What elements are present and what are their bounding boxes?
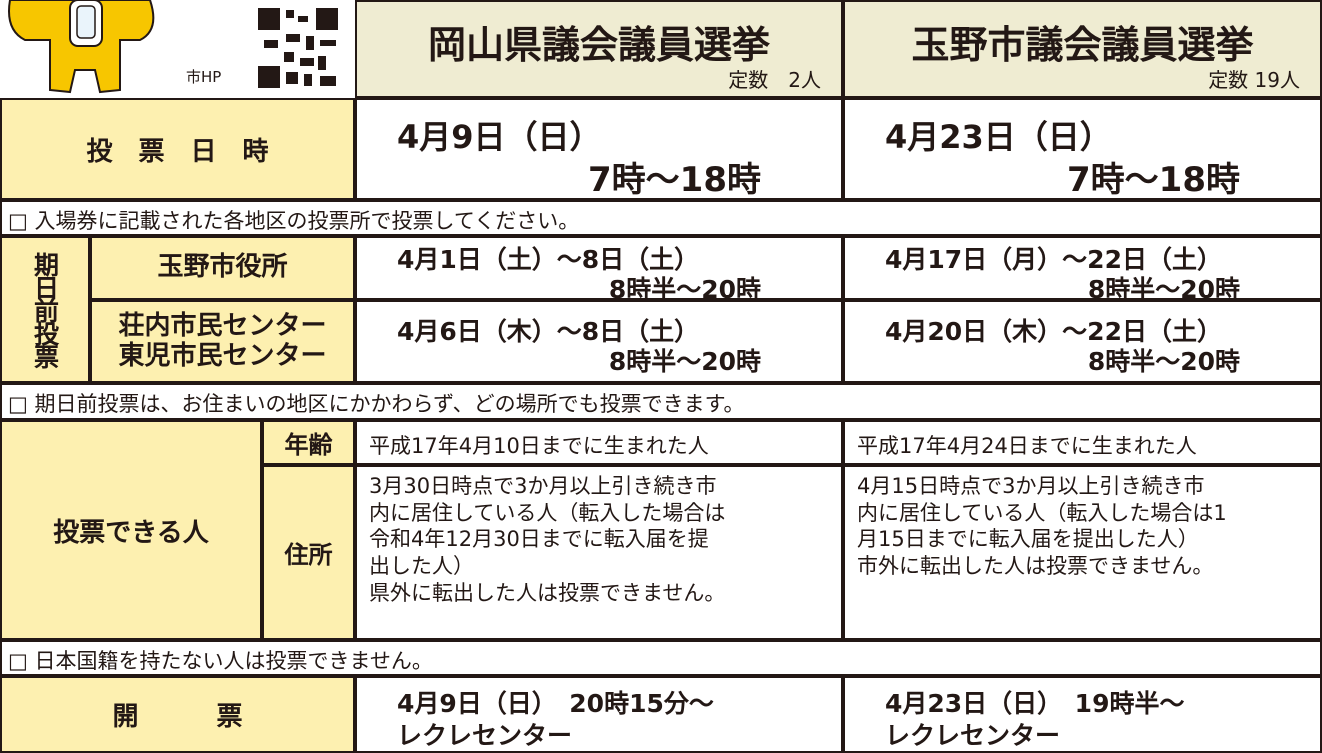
early-cell: 4月20日（木）〜22日（土） 8時半〜20時 — [843, 300, 1322, 383]
address-line: 月15日までに転入届を提出した人） — [857, 527, 1199, 552]
date: 4月9日（日） — [397, 118, 602, 156]
time: 8時半〜20時 — [608, 347, 761, 376]
age-cell: 平成17年4月24日までに生まれた人 — [843, 420, 1322, 465]
time: 7時〜18時 — [588, 160, 761, 200]
address-line: 4月15日時点で3か月以上引き続き市 — [857, 474, 1205, 498]
address-line: 3月30日時点で3か月以上引き続き市 — [369, 474, 717, 498]
date: 4月20日（木）〜22日（土） — [885, 317, 1222, 346]
place-name: 荘内市民センター — [118, 310, 327, 341]
row-label: 開 票 — [112, 702, 243, 732]
count-cell: 4月23日（日） 19時半〜 レクレセンター — [843, 676, 1322, 753]
address-line: 内に居住している人（転入した場合は1 — [857, 500, 1227, 525]
note: □ 入場券に記載された各地区の投票所で投票してください。 — [8, 209, 580, 233]
note-row: □ 期日前投票は、お住まいの地区にかかわらず、どの場所でも投票できます。 — [0, 383, 1322, 420]
sub-label: 住所 — [284, 541, 333, 569]
label-cell: 年齢 — [262, 420, 355, 465]
address-line: 出した人） — [369, 553, 474, 578]
row-label: 投 票 日 時 — [86, 136, 269, 167]
date-cell: 4月9日（日） 7時〜18時 — [355, 98, 843, 200]
election-title: 玉野市議会議員選挙 — [911, 23, 1254, 67]
election-title: 岡山県議会議員選挙 — [427, 23, 770, 67]
address-text: 4月15日時点で3か月以上引き続き市 内に居住している人（転入した場合は1 月15日… — [857, 473, 1227, 580]
date-cell: 4月23日（日） 7時〜18時 — [843, 98, 1322, 200]
time: 8時半〜20時 — [608, 275, 761, 304]
address-cell: 3月30日時点で3か月以上引き続き市 内に居住している人（転入した場合は 令和4年1… — [355, 465, 843, 640]
date: 4月17日（月）〜22日（土） — [885, 245, 1222, 274]
place-cell: 荘内市民センター 東児市民センター — [90, 300, 355, 383]
place-name: 玉野市役所 — [157, 252, 288, 283]
date: 4月23日（日） — [885, 118, 1112, 156]
note: □ 日本国籍を持たない人は投票できません。 — [8, 649, 433, 673]
count-time: 4月23日（日） 19時半〜 — [885, 689, 1185, 718]
address-line: 県外に転出した人は投票できません。 — [369, 580, 726, 605]
age-text: 平成17年4月10日までに生まれた人 — [369, 434, 709, 458]
hp-label: 市HP — [186, 68, 222, 86]
label-cell: 開 票 — [0, 676, 355, 753]
count-place: レクレセンター — [885, 721, 1061, 750]
seats: 定数 19人 — [1208, 68, 1300, 92]
address-line: 令和4年12月30日までに転入届を提 — [369, 527, 709, 552]
label-cell: 住所 — [262, 465, 355, 640]
count-cell: 4月9日（日） 20時15分〜 レクレセンター — [355, 676, 843, 753]
note-row: □ 日本国籍を持たない人は投票できません。 — [0, 640, 1322, 676]
mascot — [8, 0, 155, 94]
age-text: 平成17年4月24日までに生まれた人 — [857, 434, 1197, 458]
header-cell: 岡山県議会議員選挙 定数 2人 — [355, 0, 843, 98]
note-row: □ 入場券に記載された各地区の投票所で投票してください。 — [0, 200, 1322, 236]
time: 7時〜18時 — [1067, 160, 1240, 200]
count-place: レクレセンター — [397, 721, 573, 750]
address-line: 市外に転出した人は投票できません。 — [857, 553, 1214, 578]
note: □ 期日前投票は、お住まいの地区にかかわらず、どの場所でも投票できます。 — [8, 392, 745, 416]
row-label: 期日前投票 — [30, 252, 60, 367]
count-time: 4月9日（日） 20時15分〜 — [397, 689, 714, 718]
address-text: 3月30日時点で3か月以上引き続き市 内に居住している人（転入した場合は 令和4年1… — [369, 473, 725, 606]
date: 4月6日（木）〜8日（土） — [397, 317, 700, 346]
address-line: 内に居住している人（転入した場合は — [369, 500, 726, 525]
label-cell: 投 票 日 時 — [0, 98, 355, 200]
age-cell: 平成17年4月10日までに生まれた人 — [355, 420, 843, 465]
date: 4月1日（土）〜8日（土） — [397, 245, 700, 274]
early-cell: 4月17日（月）〜22日（土） 8時半〜20時 — [843, 236, 1322, 304]
early-cell: 4月6日（木）〜8日（土） 8時半〜20時 — [355, 300, 843, 383]
header-cell: 玉野市議会議員選挙 定数 19人 — [843, 0, 1322, 98]
address-cell: 4月15日時点で3か月以上引き続き市 内に居住している人（転入した場合は1 月15日… — [843, 465, 1322, 640]
time: 8時半〜20時 — [1087, 347, 1240, 376]
row-label: 投票できる人 — [53, 517, 209, 548]
label-cell: 投票できる人 — [0, 420, 262, 640]
place-name: 東児市民センター — [118, 340, 327, 371]
label-cell: 期日前投票 — [0, 236, 90, 383]
qr-code — [256, 6, 340, 90]
seats: 定数 2人 — [728, 68, 821, 92]
early-cell: 4月1日（土）〜8日（土） 8時半〜20時 — [355, 236, 843, 304]
sub-label: 年齢 — [284, 431, 333, 459]
time: 8時半〜20時 — [1087, 275, 1240, 304]
place-cell: 玉野市役所 — [90, 236, 355, 300]
